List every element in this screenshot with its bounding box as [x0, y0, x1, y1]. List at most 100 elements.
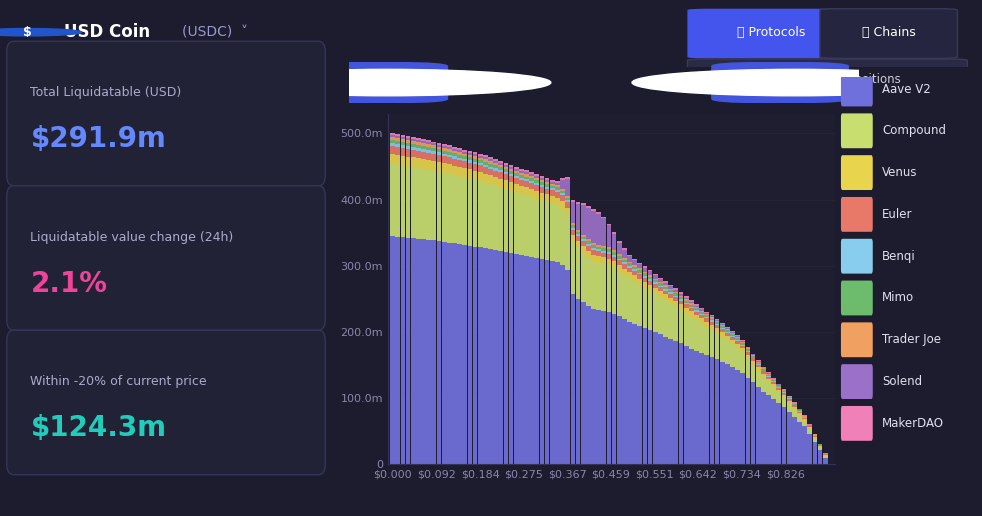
Bar — [689, 303, 693, 304]
Bar — [410, 137, 415, 139]
Bar — [463, 178, 467, 245]
Bar — [421, 143, 426, 146]
Bar — [560, 189, 565, 191]
Bar — [437, 172, 441, 241]
Bar — [622, 268, 627, 275]
Bar — [797, 415, 802, 422]
Bar — [612, 262, 617, 268]
Bar — [607, 224, 611, 225]
Bar — [740, 341, 745, 342]
Bar — [421, 139, 426, 141]
Bar — [777, 383, 782, 384]
Bar — [596, 247, 601, 249]
Bar — [560, 181, 565, 189]
Bar — [637, 326, 642, 464]
Bar — [715, 325, 720, 328]
Text: USD Coin: USD Coin — [64, 23, 150, 41]
Bar — [637, 263, 642, 264]
Bar — [550, 204, 555, 261]
Bar — [472, 162, 477, 164]
Bar — [669, 298, 673, 303]
Bar — [591, 254, 596, 262]
Bar — [550, 186, 555, 188]
Bar — [534, 176, 539, 178]
Bar — [534, 174, 539, 176]
FancyBboxPatch shape — [711, 62, 849, 103]
Bar — [571, 230, 575, 235]
Bar — [782, 391, 787, 392]
Bar — [504, 169, 509, 172]
Text: $: $ — [24, 26, 31, 39]
Bar — [519, 178, 523, 180]
Bar — [750, 382, 755, 464]
Bar — [509, 253, 514, 464]
Bar — [534, 185, 539, 191]
Bar — [642, 282, 647, 288]
Bar — [472, 171, 477, 180]
Bar — [622, 248, 627, 250]
Bar — [740, 345, 745, 346]
Bar — [467, 169, 472, 179]
Bar — [514, 173, 518, 175]
Bar — [653, 284, 658, 288]
Bar — [560, 201, 565, 209]
Bar — [797, 410, 802, 411]
Bar — [699, 318, 704, 324]
Bar — [442, 148, 447, 151]
Bar — [421, 152, 426, 159]
Bar — [745, 348, 750, 349]
Text: Total Liquidatable (USD): Total Liquidatable (USD) — [30, 86, 182, 100]
Bar — [431, 161, 436, 171]
Bar — [632, 269, 637, 271]
Bar — [529, 257, 534, 464]
Bar — [642, 288, 647, 328]
Bar — [555, 185, 560, 187]
Bar — [431, 146, 436, 148]
Bar — [421, 141, 426, 143]
Bar — [566, 202, 571, 207]
Bar — [591, 243, 596, 245]
Bar — [442, 154, 447, 156]
Bar — [787, 397, 791, 398]
Bar — [560, 265, 565, 464]
Bar — [596, 251, 601, 256]
Bar — [524, 180, 529, 182]
Bar — [586, 206, 591, 207]
Bar — [416, 145, 420, 148]
Bar — [787, 396, 791, 397]
Bar — [539, 182, 544, 185]
Bar — [401, 137, 406, 139]
Bar — [524, 196, 529, 256]
Bar — [488, 175, 493, 184]
Bar — [787, 401, 791, 404]
Bar — [401, 166, 406, 237]
Bar — [710, 330, 714, 357]
Bar — [416, 158, 420, 169]
Bar — [736, 336, 740, 337]
Bar — [488, 169, 493, 175]
Bar — [396, 155, 400, 165]
Bar — [771, 388, 776, 399]
Bar — [731, 332, 735, 333]
Bar — [736, 344, 740, 348]
Bar — [458, 154, 462, 157]
Bar — [452, 244, 457, 464]
Bar — [648, 291, 652, 330]
Bar — [750, 361, 755, 364]
Bar — [745, 354, 750, 358]
Bar — [601, 217, 606, 218]
Bar — [478, 156, 482, 157]
Bar — [740, 346, 745, 348]
Bar — [545, 194, 550, 202]
Bar — [669, 294, 673, 298]
Bar — [612, 255, 617, 257]
Bar — [823, 456, 828, 458]
Bar — [447, 157, 452, 165]
Bar — [483, 162, 488, 165]
Text: Trader Joe: Trader Joe — [882, 333, 941, 346]
Bar — [447, 150, 452, 152]
Bar — [658, 283, 663, 286]
Bar — [509, 174, 514, 176]
Bar — [740, 373, 745, 464]
Bar — [406, 136, 410, 138]
